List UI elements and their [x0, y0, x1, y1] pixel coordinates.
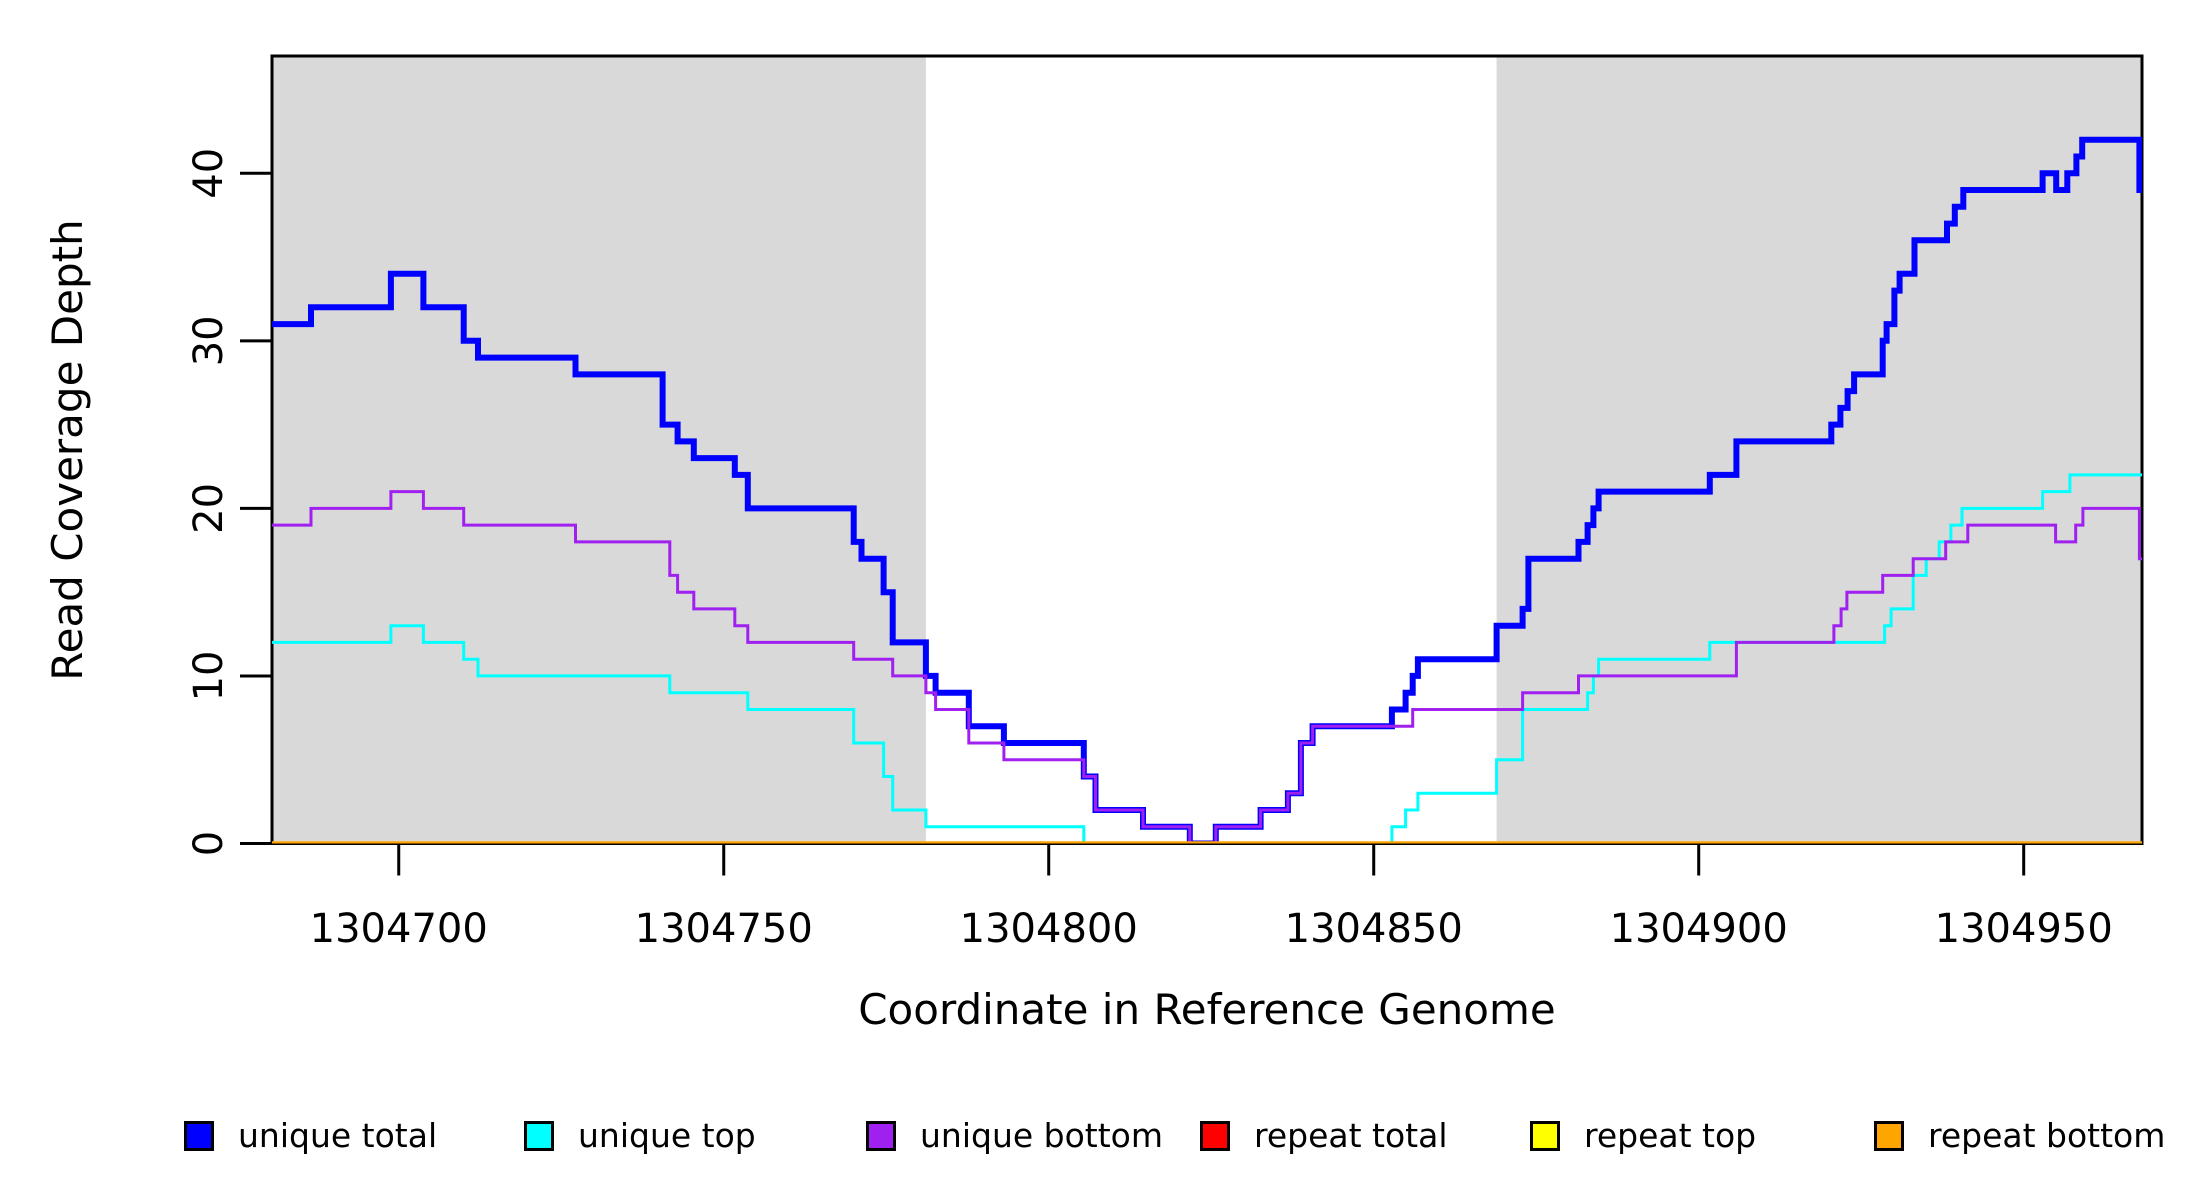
legend-item-repeat-bottom: repeat bottom — [1874, 1118, 2165, 1154]
x-tick-label: 1304800 — [960, 906, 1138, 952]
shaded-region — [272, 56, 926, 844]
legend-item-unique-top: unique top — [524, 1118, 756, 1154]
legend-label: repeat bottom — [1928, 1116, 2166, 1155]
unique-total-swatch-icon — [184, 1121, 214, 1151]
series-line-unique-top — [272, 473, 2142, 844]
x-tick-label: 1304850 — [1285, 906, 1463, 952]
repeat-top-swatch-icon — [1530, 1121, 1560, 1151]
series-line-unique-bottom — [272, 490, 2142, 844]
legend-item-repeat-top: repeat top — [1530, 1118, 1756, 1154]
legend-label: unique bottom — [920, 1116, 1164, 1155]
legend-item-repeat-total: repeat total — [1200, 1118, 1448, 1154]
legend-label: repeat top — [1584, 1116, 1757, 1155]
x-tick-label: 1304950 — [1935, 906, 2113, 952]
y-tick-label: 30 — [186, 315, 232, 366]
unique-bottom-swatch-icon — [866, 1121, 896, 1151]
x-axis-label: Coordinate in Reference Genome — [858, 985, 1556, 1034]
x-tick-label: 1304900 — [1610, 906, 1788, 952]
legend-item-unique-total: unique total — [184, 1118, 437, 1154]
repeat-bottom-swatch-icon — [1874, 1121, 1904, 1151]
series-line-unique-total — [272, 136, 2142, 844]
x-tick-label: 1304750 — [635, 906, 813, 952]
x-tick-label: 1304700 — [310, 906, 488, 952]
series-lines — [272, 136, 2142, 844]
y-tick-label: 40 — [186, 148, 232, 199]
legend-label: unique total — [238, 1116, 438, 1155]
legend-item-unique-bottom: unique bottom — [866, 1118, 1163, 1154]
y-tick-label: 10 — [186, 650, 232, 701]
legend-label: repeat total — [1254, 1116, 1448, 1155]
legend-label: unique top — [578, 1116, 756, 1155]
y-tick-label: 20 — [186, 483, 232, 534]
y-tick-label: 0 — [186, 831, 232, 856]
y-axis-label: Read Coverage Depth — [43, 219, 92, 680]
unique-top-swatch-icon — [524, 1121, 554, 1151]
axes: 1304700 1304750 1304800 1304850 1304900 13049… — [186, 54, 2144, 952]
shaded-repeat-regions — [272, 56, 2142, 844]
repeat-total-swatch-icon — [1200, 1121, 1230, 1151]
